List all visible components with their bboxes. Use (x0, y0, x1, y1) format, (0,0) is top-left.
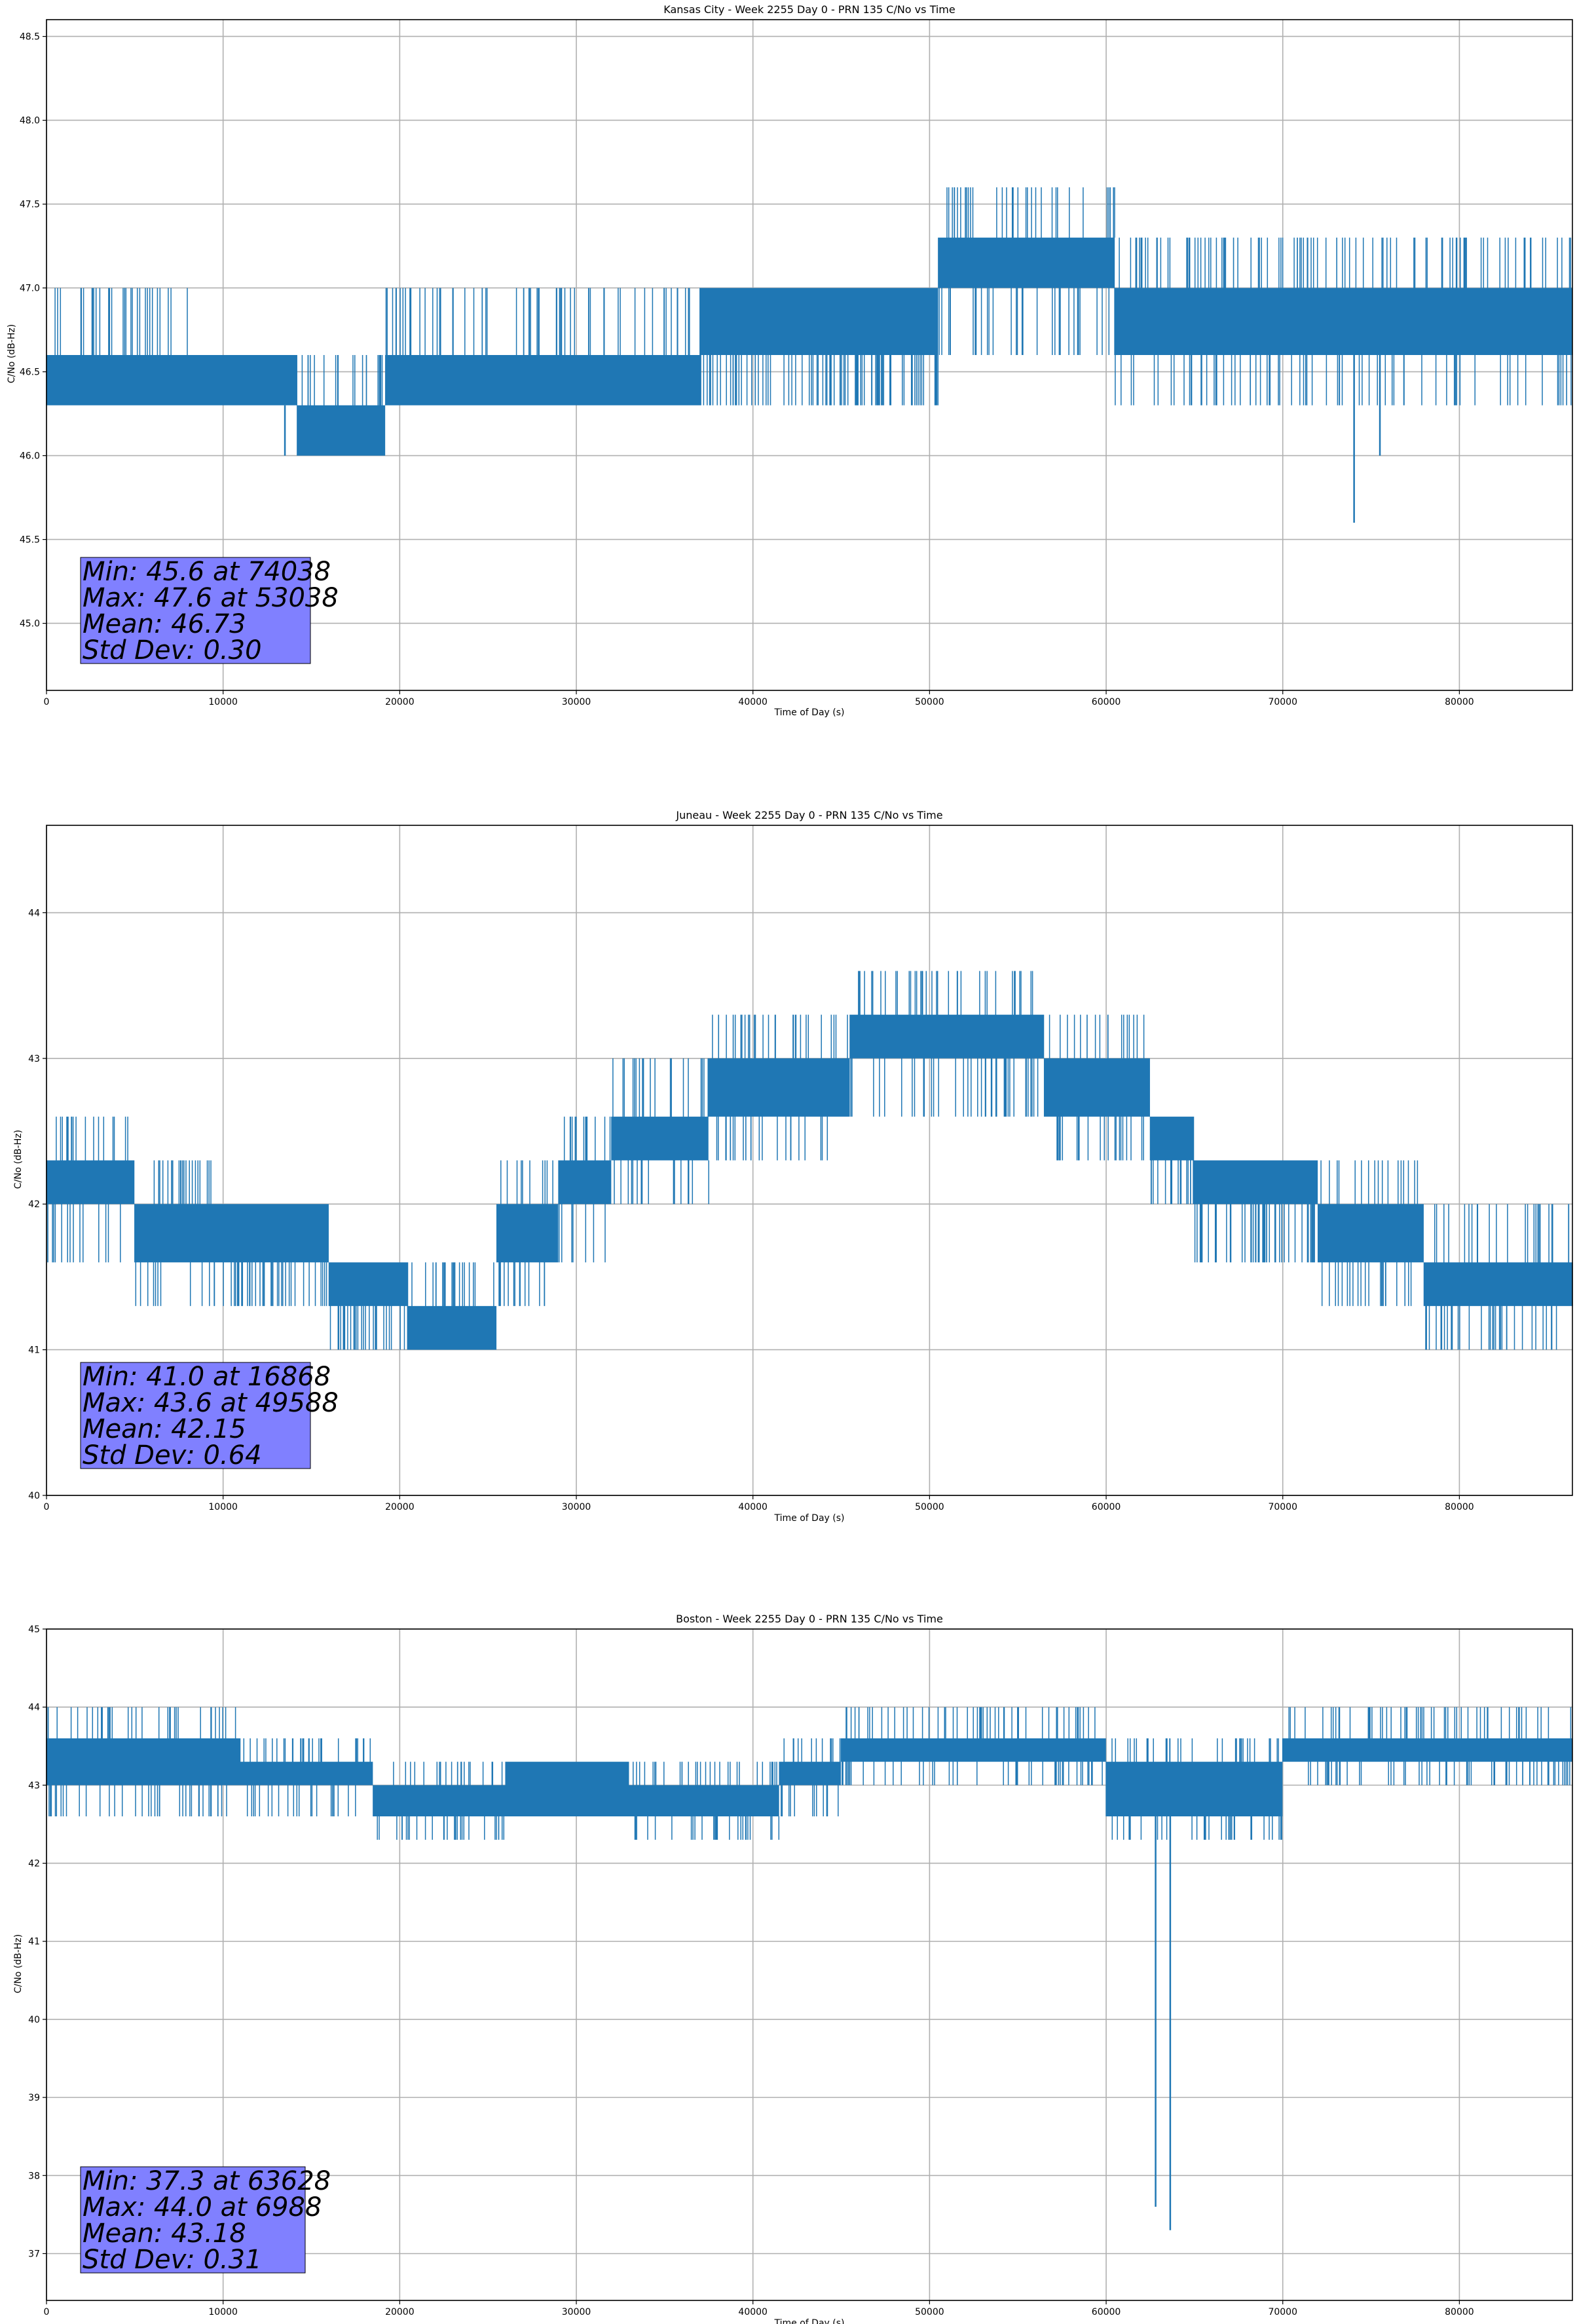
y-tick-label: 47.0 (20, 284, 40, 294)
x-tick-label: 30000 (562, 1502, 591, 1512)
x-tick-label: 40000 (738, 1502, 768, 1512)
subplot-juneau: 0 10000 20000 30000 40000 50000 60000 70000 8000… (13, 809, 1573, 1524)
series-line (46, 187, 1572, 456)
x-tick-label: 50000 (915, 1502, 944, 1512)
x-tick-label: 10000 (208, 697, 238, 707)
y-tick-label: 47.5 (20, 200, 40, 210)
x-tick-label: 60000 (1092, 2307, 1121, 2317)
stat-min: Min: 45.6 at 74038 (83, 557, 331, 587)
x-tick-label: 70000 (1268, 2307, 1297, 2317)
y-tick-label: 45 (28, 1624, 40, 1635)
stat-mean: Mean: 42.15 (83, 1414, 246, 1444)
x-tick-label: 60000 (1092, 697, 1121, 707)
y-axis-label: C/No (dB-Hz) (13, 1130, 24, 1189)
x-axis-label: Time of Day (s) (774, 2318, 845, 2324)
x-tick-label: 20000 (385, 697, 415, 707)
stat-max: Max: 47.6 at 53038 (83, 583, 339, 613)
stats-box-background (80, 1362, 311, 1469)
chart-title: Boston - Week 2255 Day 0 - PRN 135 C/No … (676, 1613, 943, 1625)
stats-box-background (80, 2166, 306, 2274)
y-tick-label: 42 (28, 1199, 40, 1210)
x-tick-label: 0 (44, 2307, 50, 2317)
x-tick-label: 40000 (738, 697, 768, 707)
x-axis-label: Time of Day (s) (774, 1513, 845, 1524)
x-tick-label: 30000 (562, 2307, 591, 2317)
subplot-boston: 0 10000 20000 30000 40000 50000 60000 70000 8000… (13, 1613, 1573, 2324)
stat-min: Min: 41.0 at 16868 (83, 1362, 331, 1392)
y-tick-label: 43 (28, 1780, 40, 1791)
y-tick-label: 40 (28, 1491, 40, 1501)
x-tick-label: 70000 (1268, 697, 1297, 707)
stat-std-dev: Std Dev: 0.31 (83, 2245, 262, 2275)
subplot-kansas-city: 0 10000 20000 30000 40000 50000 60000 70000 8000… (7, 3, 1573, 718)
y-tick-label: 41 (28, 1345, 40, 1356)
chart-title: Juneau - Week 2255 Day 0 - PRN 135 C/No … (675, 809, 942, 821)
y-tick-label: 46.0 (20, 451, 40, 462)
stats-box-background (80, 557, 311, 664)
axes-frame (46, 1628, 1573, 2301)
stats-box: Min: 41.0 at 16868 Max: 43.6 at 49588 Me… (80, 1362, 339, 1471)
stat-max: Max: 44.0 at 6988 (83, 2192, 322, 2222)
stat-std-dev: Std Dev: 0.64 (83, 1440, 262, 1471)
axes-frame (46, 825, 1573, 1496)
y-tick-label: 37 (28, 2249, 40, 2259)
series-line (46, 971, 1573, 1350)
series-line (46, 1707, 1572, 1840)
x-tick-label: 30000 (562, 697, 591, 707)
x-tick-label: 10000 (208, 2307, 238, 2317)
x-tick-label: 80000 (1445, 1502, 1474, 1512)
y-tick-label: 40 (28, 2015, 40, 2025)
y-axis-label: C/No (dB-Hz) (13, 1934, 24, 1993)
x-tick-label: 10000 (208, 1502, 238, 1512)
stats-box: Min: 37.3 at 63628 Max: 44.0 at 6988 Mea… (80, 2166, 331, 2275)
y-tick-label: 41 (28, 1937, 40, 1947)
y-tick-label: 43 (28, 1054, 40, 1064)
y-tick-label: 39 (28, 2093, 40, 2103)
chart-title: Kansas City - Week 2255 Day 0 - PRN 135 … (663, 3, 955, 16)
y-tick-label: 38 (28, 2171, 40, 2181)
y-tick-label: 42 (28, 1859, 40, 1869)
y-tick-label: 48.5 (20, 32, 40, 43)
y-axis-label: C/No (dB-Hz) (7, 324, 17, 383)
stats-box: Min: 45.6 at 74038 Max: 47.6 at 53038 Me… (80, 557, 339, 665)
stat-mean: Mean: 46.73 (83, 609, 246, 639)
y-tick-label: 45.5 (20, 535, 40, 546)
stat-min: Min: 37.3 at 63628 (83, 2166, 331, 2196)
x-tick-label: 0 (44, 1502, 50, 1512)
stat-max: Max: 43.6 at 49588 (83, 1388, 339, 1418)
axes-frame (46, 19, 1573, 691)
x-tick-label: 20000 (385, 2307, 415, 2317)
x-tick-label: 50000 (915, 697, 944, 707)
x-tick-label: 20000 (385, 1502, 415, 1512)
x-tick-label: 0 (44, 697, 50, 707)
stat-std-dev: Std Dev: 0.30 (83, 635, 262, 665)
y-tick-label: 44 (28, 908, 40, 918)
y-tick-label: 46.5 (20, 367, 40, 378)
y-tick-label: 48.0 (20, 116, 40, 126)
stat-mean: Mean: 43.18 (83, 2219, 246, 2249)
x-tick-label: 60000 (1092, 1502, 1121, 1512)
x-tick-label: 80000 (1445, 2307, 1474, 2317)
y-tick-label: 44 (28, 1702, 40, 1713)
x-axis-label: Time of Day (s) (774, 707, 845, 718)
x-tick-label: 50000 (915, 2307, 944, 2317)
x-tick-label: 70000 (1268, 1502, 1297, 1512)
x-tick-label: 40000 (738, 2307, 768, 2317)
y-tick-label: 45.0 (20, 619, 40, 629)
x-tick-label: 80000 (1445, 697, 1474, 707)
